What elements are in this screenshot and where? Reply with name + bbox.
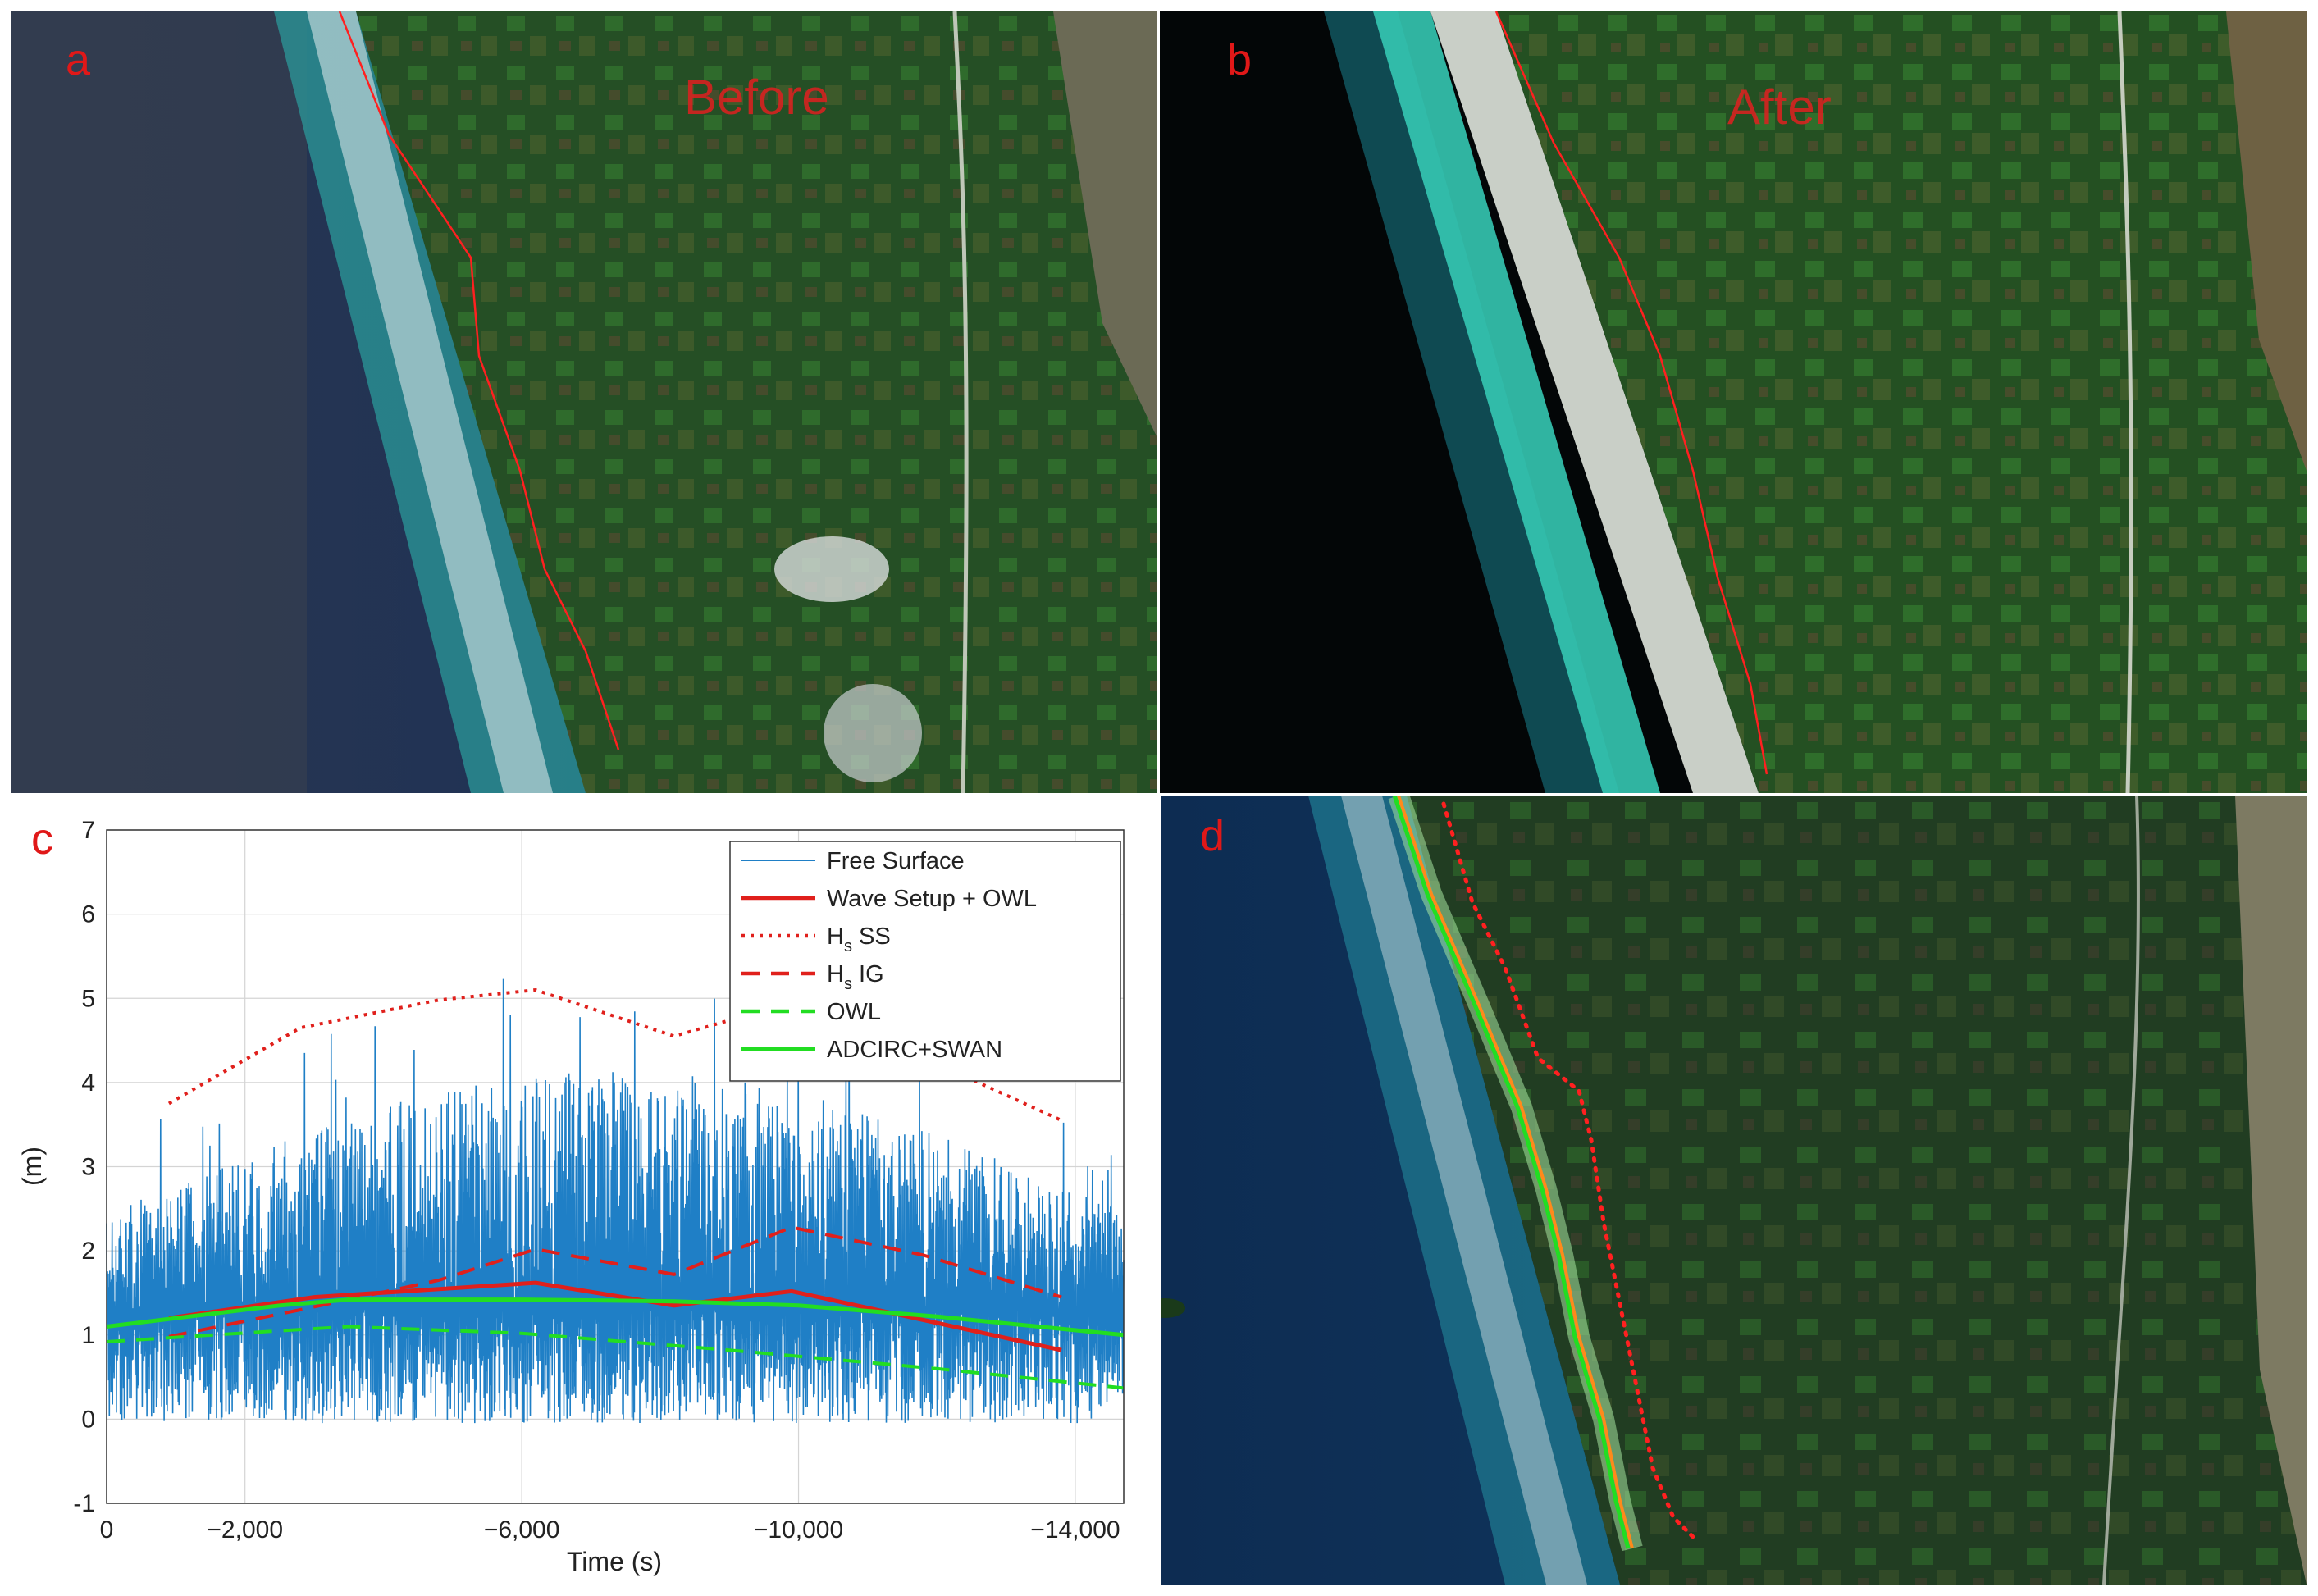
panel-d-satellite-model: d xyxy=(1161,796,2307,1585)
x-tick-label: −2,000 xyxy=(207,1516,283,1544)
legend-label: ADCIRC+SWAN xyxy=(827,1037,1002,1063)
panel-a-satellite-before: a Before xyxy=(11,11,1157,793)
panel-c-letter: c xyxy=(31,814,53,864)
panel-b-letter: b xyxy=(1227,35,1253,84)
legend-label: Free Surface xyxy=(827,848,965,874)
after-caption: After xyxy=(1727,80,1832,135)
x-tick-label: 0 xyxy=(100,1516,114,1544)
series-owl xyxy=(106,1325,1125,1390)
x-tick-label: −6,000 xyxy=(484,1516,560,1544)
shoreline-after-line xyxy=(1494,11,1768,775)
before-caption: Before xyxy=(684,70,829,125)
satellite-image-model xyxy=(1161,796,2307,1585)
y-tick-label: 4 xyxy=(81,1069,95,1097)
plot-frame xyxy=(106,829,1125,1504)
y-tick-label: 2 xyxy=(81,1238,95,1265)
shoreline-before-line xyxy=(338,11,620,750)
series-hs-ig xyxy=(168,1225,1062,1338)
series-adcirc-swan xyxy=(106,1297,1125,1338)
legend-label: OWL xyxy=(827,999,881,1025)
y-axis-label: (m) xyxy=(17,1147,47,1186)
satellite-image-before xyxy=(11,11,1157,793)
satellite-image-after xyxy=(1160,11,2307,793)
x-axis-label: Time (s) xyxy=(567,1547,662,1576)
panel-b-satellite-after: b After xyxy=(1160,11,2307,793)
shoreline-dotted-line xyxy=(1441,801,1700,1544)
panel-c-chart: 0 −2,000 −6,000 −10,000 −14,000 -1 0 1 2 3 4 5 6 7 Ti… xyxy=(11,796,1158,1585)
y-tick-label: 7 xyxy=(81,817,95,844)
legend-label: Wave Setup + OWL xyxy=(827,886,1037,912)
y-tick-label: 3 xyxy=(81,1154,95,1181)
series-wave-setup-owl xyxy=(168,1280,1062,1352)
y-tick-label: 1 xyxy=(81,1322,95,1349)
x-tick-label: −10,000 xyxy=(754,1516,843,1544)
panel-a-letter: a xyxy=(66,35,91,84)
legend-box xyxy=(729,841,1121,1082)
panel-d-letter: d xyxy=(1200,811,1225,860)
y-tick-label: 0 xyxy=(81,1406,95,1433)
y-tick-label: 5 xyxy=(81,985,95,1012)
y-tick-label: -1 xyxy=(73,1490,95,1517)
y-tick-label: 6 xyxy=(81,901,95,928)
x-tick-label: −14,000 xyxy=(1030,1516,1120,1544)
